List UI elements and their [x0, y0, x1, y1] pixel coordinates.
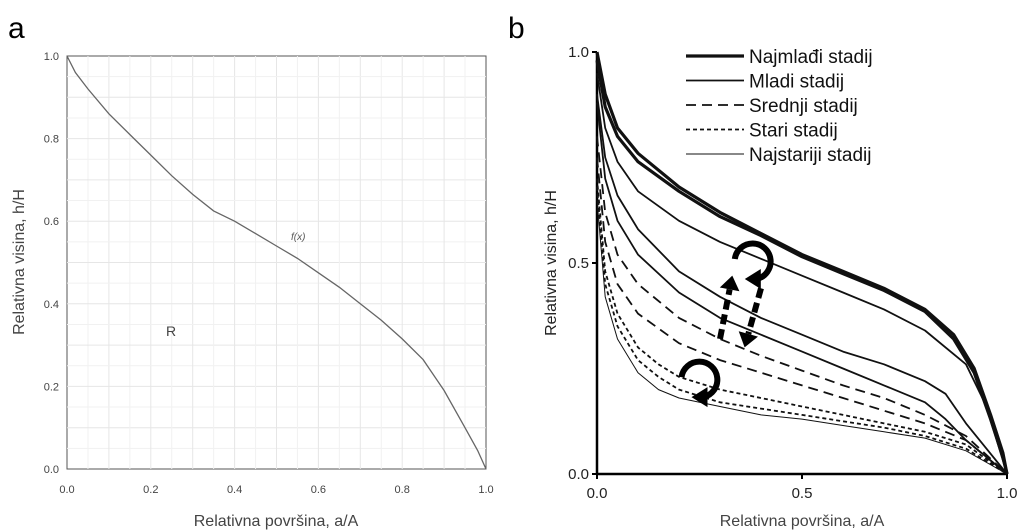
panel-b-series-line-3 — [596, 157, 1008, 475]
panel-b-curved-arrow — [731, 240, 774, 282]
panel-a-grid — [67, 56, 486, 469]
panel-b-legend: Najmlađi stadij Mladi stadij Srednji stadi… — [686, 47, 873, 166]
panel-a-tick-labels: 0.0 0.2 0.4 0.6 0.8 1.0 0.0 0.2 0.4 0.6 0.8 1.0 — [44, 51, 494, 496]
panel-b-curved-arrow — [678, 358, 721, 401]
panel-a-xlabel: Relativna površina, a/A — [194, 513, 359, 530]
panel-b-arrow-shaft — [745, 287, 764, 335]
panel-a-annotation-fx: f(x) — [291, 232, 305, 243]
panel-b-curved-arrow-head — [744, 269, 761, 289]
panel-b-label: b — [508, 12, 525, 45]
panel-a-x-tick-label: 0.8 — [395, 484, 410, 496]
legend-label-1: Najmlađi stadij — [749, 47, 873, 68]
panel-b-x-tick-label: 1.0 — [997, 485, 1018, 502]
panel-b-curved-arrow-head — [691, 387, 708, 408]
panel-b-x-tick-label: 0.0 — [587, 485, 608, 502]
panel-a-y-tick-label: 0.2 — [44, 381, 59, 393]
panel-a-label: a — [8, 12, 25, 45]
panel-a-x-tick-label: 0.0 — [59, 484, 74, 496]
panel-b-series-line-3 — [596, 136, 1008, 475]
panel-b-series-lines — [595, 51, 1009, 475]
panel-b-tick-labels: 0.0 0.5 1.0 0.0 0.5 1.0 — [568, 44, 1017, 502]
panel-b-series-line-4 — [596, 186, 1008, 475]
panel-a-annotation-r: R — [166, 323, 176, 339]
panel-a-y-tick-label: 0.8 — [44, 134, 59, 146]
legend-label-2: Mladi stadij — [749, 72, 844, 93]
legend-label-5: Najstariji stadij — [749, 145, 871, 166]
panel-b-series-line-1 — [595, 60, 1009, 475]
panel-b-arrow-head — [738, 331, 758, 348]
panel-a-series-line — [66, 55, 487, 470]
panel-a-y-tick-label: 0.6 — [44, 216, 59, 228]
panel-b-series-line-4 — [596, 178, 1008, 475]
panel-b-arrow-head — [719, 275, 740, 292]
panel-b-arrows — [678, 240, 774, 408]
panel-b-series-line-2 — [596, 72, 1008, 475]
panel-b-arrow-shaft — [717, 288, 733, 340]
panel-a-x-tick-label: 0.6 — [311, 484, 326, 496]
panel-b-chart: b 0.0 0.5 1.0 0.0 0.5 1.0 Najmlađi stadij Mlad… — [508, 12, 1017, 530]
panel-a-x-tick-label: 1.0 — [478, 484, 493, 496]
panel-b-y-tick-label: 1.0 — [568, 44, 589, 61]
legend-label-3: Srednji stadij — [749, 96, 858, 117]
panel-a-x-tick-label: 0.4 — [227, 484, 242, 496]
panel-a-y-tick-label: 0.0 — [44, 464, 59, 476]
panel-b-y-tick-label: 0.0 — [568, 466, 589, 483]
panel-a-chart: a 0.0 0.2 0.4 0.6 0.8 1.0 0.0 0.2 0.4 0.6 0.8 1.0 f… — [8, 12, 494, 530]
panel-b-x-tick-label: 0.5 — [792, 485, 813, 502]
panel-a-ylabel: Relativna visina, h/H — [11, 189, 28, 335]
panel-b-series-line-5 — [596, 199, 1008, 475]
panel-b-y-tick-label: 0.5 — [568, 255, 589, 272]
legend-label-4: Stari stadij — [749, 121, 838, 142]
panel-b-series-line-2 — [596, 94, 1008, 475]
panel-a-y-tick-label: 0.4 — [44, 299, 59, 311]
panel-b-ylabel: Relativna visina, h/H — [543, 190, 560, 336]
panel-a-x-tick-label: 0.2 — [143, 484, 158, 496]
panel-a-y-tick-label: 1.0 — [44, 51, 59, 63]
panel-b-xlabel: Relativna površina, a/A — [720, 513, 885, 530]
